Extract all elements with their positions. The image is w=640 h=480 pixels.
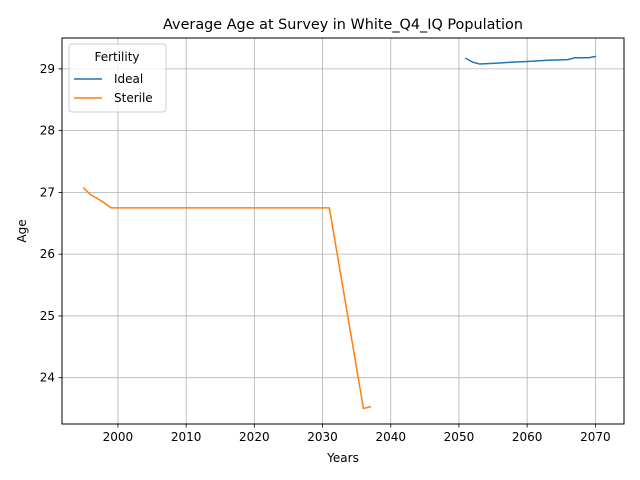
x-tick-label: 2020 [239, 430, 270, 444]
y-tick-label: 24 [40, 371, 55, 385]
x-tick-label: 2070 [580, 430, 611, 444]
y-tick-label: 27 [40, 185, 55, 199]
y-axis-label: Age [15, 219, 29, 242]
y-tick-label: 26 [40, 247, 55, 261]
series-lines [82, 55, 597, 410]
plot-frame [61, 37, 625, 425]
grid-lines [62, 38, 624, 424]
chart-title: Average Age at Survey in White_Q4_IQ Pop… [163, 17, 523, 33]
legend-title: Fertility [94, 50, 139, 64]
x-tick-label: 2050 [444, 430, 475, 444]
x-tick-label: 2040 [375, 430, 406, 444]
legend-label-sterile: Sterile [114, 91, 153, 105]
x-tick-label: 2030 [307, 430, 338, 444]
x-axis-ticks: 2000 2010 2020 2030 2040 2050 2060 2070 [103, 424, 611, 444]
y-tick-label: 25 [40, 309, 55, 323]
legend-box [68, 43, 167, 113]
x-axis-label: Years [326, 451, 359, 465]
legend-label-ideal: Ideal [114, 72, 143, 86]
x-tick-label: 2060 [512, 430, 543, 444]
series-line-ideal [464, 55, 597, 65]
y-axis-ticks: 24 25 26 27 28 29 [40, 62, 62, 385]
y-tick-label: 29 [40, 62, 55, 76]
y-tick-label: 28 [40, 124, 55, 138]
series-line-sterile [82, 187, 372, 410]
x-tick-label: 2000 [103, 430, 134, 444]
legend: Fertility Ideal Sterile [68, 43, 167, 113]
x-tick-label: 2010 [171, 430, 202, 444]
